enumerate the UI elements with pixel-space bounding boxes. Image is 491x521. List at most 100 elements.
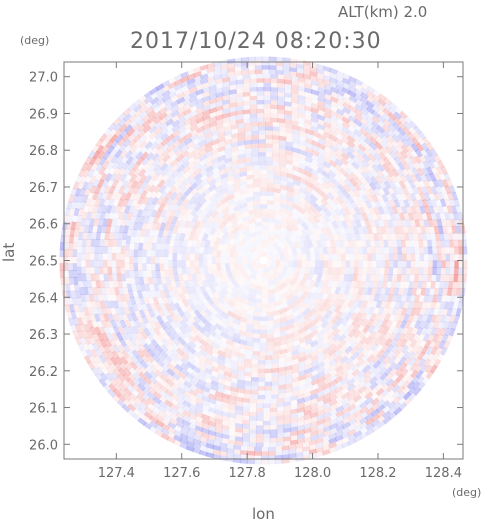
radar-cell	[416, 142, 424, 152]
radar-cell	[255, 260, 260, 265]
radar-cell	[69, 235, 75, 244]
radar-cell	[374, 239, 380, 248]
radar-cell	[119, 173, 128, 183]
radar-cell	[122, 107, 131, 117]
radar-cell	[222, 231, 230, 240]
radar-cell	[376, 409, 386, 418]
radar-cell	[422, 352, 430, 362]
radar-cell	[433, 287, 440, 296]
radar-cell	[139, 337, 147, 347]
radar-cell	[220, 177, 229, 185]
radar-cell	[204, 226, 212, 236]
radar-cell	[416, 301, 424, 310]
radar-cell	[119, 319, 127, 329]
radar-cell	[164, 302, 172, 312]
radar-cell	[193, 162, 202, 171]
radar-cell	[188, 417, 198, 425]
radar-cell	[153, 228, 160, 238]
radar-cell	[341, 82, 351, 90]
radar-cell	[96, 204, 104, 214]
radar-cell	[208, 324, 217, 332]
radar-cell	[121, 350, 130, 359]
radar-cell	[175, 154, 184, 163]
radar-cell	[357, 267, 363, 275]
radar-cell	[159, 349, 168, 358]
radar-cell	[410, 307, 417, 316]
radar-cell	[271, 126, 280, 132]
radar-cell	[175, 148, 184, 157]
radar-cell	[226, 452, 235, 458]
radar-cell	[133, 366, 143, 376]
radar-cell	[263, 86, 272, 92]
radar-cell	[350, 219, 358, 228]
radar-cell	[442, 191, 449, 201]
radar-cell	[158, 405, 167, 414]
radar-cell	[278, 388, 287, 395]
radar-cell	[364, 293, 371, 302]
radar-cell	[403, 300, 410, 310]
radar-cell	[354, 260, 359, 268]
radar-cell	[359, 416, 368, 425]
radar-cell	[347, 323, 356, 333]
radar-cell	[164, 209, 172, 218]
radar-cell	[273, 318, 281, 325]
radar-cell	[77, 330, 84, 339]
radar-cell	[352, 389, 362, 398]
radar-cell	[150, 339, 159, 348]
radar-cell	[334, 163, 343, 172]
radar-cell	[285, 323, 295, 331]
radar-cell	[266, 315, 274, 321]
radar-cell	[121, 161, 130, 171]
radar-cell	[350, 200, 358, 210]
radar-cell	[238, 263, 244, 271]
radar-cell	[166, 296, 174, 305]
radar-cell	[220, 186, 229, 195]
radar-cell	[326, 292, 334, 301]
radar-cell	[182, 103, 192, 111]
radar-cell	[372, 280, 379, 289]
radar-cell	[369, 381, 379, 391]
radar-cell	[301, 445, 311, 452]
radar-cell	[376, 319, 384, 328]
radar-cell	[122, 185, 131, 195]
radar-cell	[234, 440, 244, 446]
radar-cell	[124, 218, 131, 227]
radar-cell	[382, 355, 391, 365]
radar-cell	[208, 98, 218, 105]
radar-cell	[106, 160, 115, 170]
radar-cell	[148, 381, 157, 390]
radar-cell	[132, 413, 141, 422]
radar-cell	[334, 226, 342, 235]
radar-cell	[246, 178, 254, 185]
radar-cell	[195, 208, 204, 217]
radar-cell	[142, 270, 148, 278]
radar-cell	[233, 444, 242, 451]
radar-cell	[364, 132, 373, 141]
radar-cell	[217, 216, 226, 225]
radar-cell	[399, 338, 408, 348]
radar-cell	[177, 126, 187, 134]
radar-cell	[259, 252, 264, 257]
radar-cell	[292, 334, 301, 342]
radar-cell	[181, 352, 190, 361]
radar-cell	[165, 384, 174, 392]
radar-cell	[157, 228, 164, 238]
radar-cell	[203, 381, 213, 389]
radar-cell	[81, 194, 89, 204]
radar-cell	[340, 382, 350, 390]
radar-cell	[188, 279, 195, 288]
radar-cell	[346, 361, 355, 370]
radar-cell	[204, 131, 213, 139]
radar-cell	[321, 435, 331, 442]
radar-cell	[210, 384, 219, 392]
radar-cell	[275, 260, 281, 268]
radar-cell	[291, 372, 300, 379]
radar-cell	[268, 293, 276, 299]
radar-cell	[226, 71, 236, 78]
radar-cell	[265, 121, 273, 127]
radar-cell	[270, 82, 279, 88]
radar-cell	[356, 273, 363, 282]
radar-cell	[425, 301, 432, 310]
radar-cell	[303, 119, 313, 126]
radar-cell	[412, 161, 421, 171]
